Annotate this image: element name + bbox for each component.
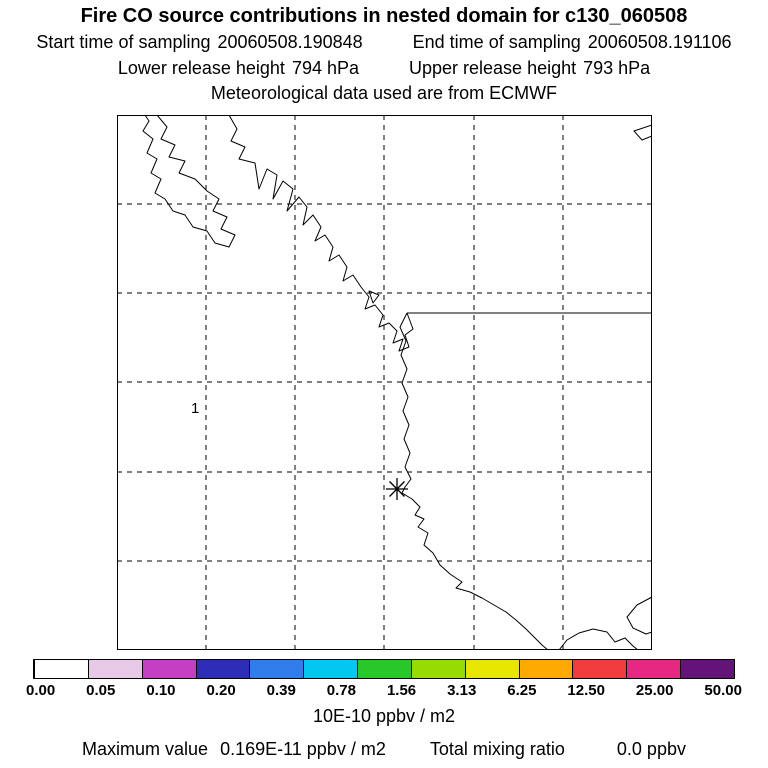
colorbar-block: 0.00 0.05 0.10 0.20 0.39 0.78 1.56 3.13 6.25 12.5… <box>26 659 742 727</box>
colorbar-tick-label: 0.78 <box>326 682 356 700</box>
coastline-bay <box>558 628 638 651</box>
coastline-corner-ne <box>633 124 652 141</box>
start-time: Start time of sampling 20060508.190848 <box>36 32 362 53</box>
map-svg: 1 <box>116 115 652 651</box>
colorbar-tick-label: 3.13 <box>447 682 477 700</box>
graticule-grid <box>116 115 652 651</box>
lower-release: Lower release height 794 hPa <box>118 58 359 79</box>
source-number-label: 1 <box>191 400 199 417</box>
end-time: End time of sampling 20060508.191106 <box>413 32 732 53</box>
max-value: 0.169E-11 ppbv / m2 <box>220 739 386 760</box>
upper-release-label: Upper release height <box>409 57 577 78</box>
start-time-value: 20060508.190848 <box>217 32 363 52</box>
colorbar-segment <box>34 660 88 679</box>
map-border <box>116 115 652 651</box>
figure-title: Fire CO source contributions in nested d… <box>80 5 688 27</box>
colorbar-segment <box>141 660 196 679</box>
coastline-island <box>142 115 235 248</box>
colorbar-segment <box>357 660 411 679</box>
colorbar-segment <box>518 660 573 679</box>
colorbar-segment <box>410 660 465 679</box>
met-data-text: Meteorological data used are from ECMWF <box>210 83 558 104</box>
lower-release-label: Lower release height <box>117 57 285 78</box>
sampling-times-line: Start time of sampling 20060508.190848 E… <box>0 32 768 53</box>
lower-release-value: 794 hPa <box>291 57 359 78</box>
coastline-south <box>399 312 548 651</box>
end-time-value: 20060508.191106 <box>587 32 732 52</box>
colorbar-tick-label: 25.00 <box>635 682 674 700</box>
coastline-corner-se <box>626 596 652 635</box>
colorbar-segment <box>464 660 519 679</box>
colorbar-tick-labels: 0.00 0.05 0.10 0.20 0.39 0.78 1.56 3.13 6.25 12.5… <box>26 682 742 699</box>
end-time-label: End time of sampling <box>412 32 581 52</box>
asterisk-marker <box>385 478 408 501</box>
colorbar-segment <box>303 660 358 679</box>
colorbar-segment <box>572 660 627 679</box>
colorbar-segment <box>626 660 681 679</box>
colorbar-segment <box>195 660 250 679</box>
colorbar-tick-label: 0.00 <box>26 682 56 700</box>
colorbar-segment <box>680 660 734 679</box>
coastline <box>142 115 652 651</box>
start-time-label: Start time of sampling <box>36 32 211 52</box>
coastline-mainland-north <box>228 115 413 352</box>
colorbar-tick-label: 0.20 <box>206 682 236 700</box>
colorbar-tick-label: 6.25 <box>507 682 537 700</box>
colorbar-segment <box>249 660 304 679</box>
max-value-label: Maximum value <box>82 739 209 760</box>
map-panel: 1 <box>116 115 652 651</box>
small-island <box>368 290 379 304</box>
colorbar <box>33 659 735 680</box>
footer-stats: Maximum value 0.169E-11 ppbv / m2 Total … <box>0 739 768 760</box>
colorbar-tick-label: 12.50 <box>567 682 605 700</box>
upper-release: Upper release height 793 hPa <box>409 58 650 79</box>
colorbar-tick-label: 50.00 <box>704 682 742 700</box>
colorbar-tick-label: 0.10 <box>146 682 176 700</box>
colorbar-segment <box>87 660 142 679</box>
colorbar-tick-label: 1.56 <box>386 682 417 700</box>
release-heights-line: Lower release height 794 hPa Upper relea… <box>0 58 768 79</box>
colorbar-tick-label: 0.05 <box>86 682 116 700</box>
upper-release-value: 793 hPa <box>583 57 651 78</box>
mixing-ratio-value: 0.0 ppbv <box>616 739 686 760</box>
met-data-line: Meteorological data used are from ECMWF <box>0 83 768 104</box>
mixing-ratio-label: Total mixing ratio <box>429 739 565 760</box>
colorbar-units: 10E-10 ppbv / m2 <box>312 706 456 727</box>
colorbar-tick-label: 0.39 <box>266 682 296 700</box>
